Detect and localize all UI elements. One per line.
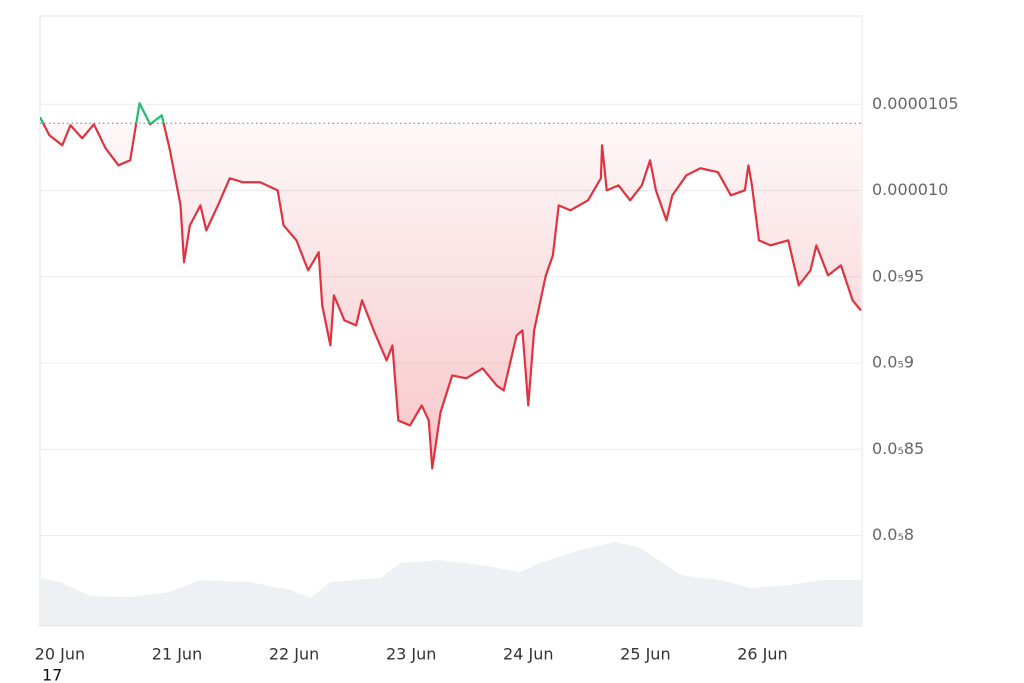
x-tick-label: 22 Jun — [269, 645, 319, 664]
x-tick-label: 25 Jun — [620, 645, 670, 664]
y-tick-label: 0.0000105 — [872, 94, 959, 113]
x-tick-label: 24 Jun — [503, 645, 553, 664]
price-area — [40, 123, 861, 469]
x-tick-label: 20 Jun — [35, 645, 85, 664]
x-tick-label: 23 Jun — [386, 645, 436, 664]
y-tick-label: 0.0₅95 — [872, 266, 924, 285]
y-tick-label: 0.0₅8 — [872, 525, 914, 544]
x-tick-label: 26 Jun — [737, 645, 787, 664]
price-line — [41, 123, 862, 470]
volume-area — [40, 542, 862, 627]
footnote: 17 — [42, 666, 62, 683]
y-tick-label: 0.0₅9 — [872, 353, 914, 372]
y-tick-label: 0.0₅85 — [872, 439, 924, 458]
y-tick-label: 0.000010 — [872, 180, 948, 199]
x-tick-label: 21 Jun — [152, 645, 202, 664]
